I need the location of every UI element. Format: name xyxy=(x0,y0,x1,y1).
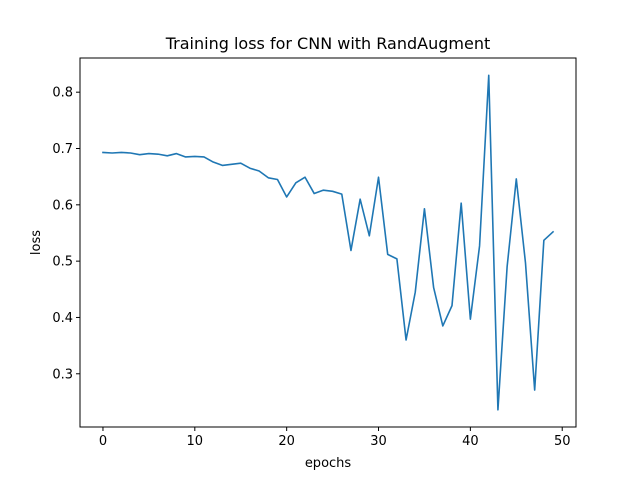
x-tick-label: 0 xyxy=(99,434,107,449)
data-point xyxy=(413,290,418,295)
data-point xyxy=(385,252,390,257)
data-point xyxy=(110,151,115,156)
y-tick-label: 0.4 xyxy=(52,311,73,326)
data-point xyxy=(247,166,252,171)
data-point xyxy=(220,163,225,168)
data-point xyxy=(523,260,528,265)
series-line-loss xyxy=(102,74,555,411)
y-tick-label: 0.5 xyxy=(52,255,73,270)
y-tick-label: 0.3 xyxy=(52,367,73,382)
data-point xyxy=(275,177,280,182)
plot-area-frame xyxy=(79,57,577,428)
data-point xyxy=(551,229,556,234)
data-point xyxy=(486,73,491,78)
x-tick-label: 30 xyxy=(370,434,387,449)
data-point xyxy=(431,285,436,290)
y-axis-label: loss xyxy=(29,230,44,255)
data-point xyxy=(119,150,124,155)
data-point xyxy=(376,175,381,180)
data-point xyxy=(495,407,500,412)
data-point xyxy=(450,303,455,308)
data-point xyxy=(266,175,271,180)
data-point xyxy=(358,197,363,202)
data-point xyxy=(257,169,262,174)
data-point xyxy=(422,206,427,211)
data-point xyxy=(321,188,326,193)
y-tick-label: 0.6 xyxy=(52,198,73,213)
x-tick-label: 40 xyxy=(462,434,479,449)
data-point xyxy=(330,189,335,194)
data-point xyxy=(229,162,234,167)
data-point xyxy=(394,256,399,261)
x-axis-ticks: 0 10 20 30 40 50 xyxy=(99,427,571,449)
y-axis-ticks: 0.3 0.4 0.5 0.6 0.7 0.8 xyxy=(52,86,80,382)
x-tick-label: 50 xyxy=(554,434,571,449)
data-point xyxy=(303,175,308,180)
y-tick-label: 0.7 xyxy=(52,142,73,157)
data-point xyxy=(312,191,317,196)
data-point xyxy=(468,317,473,322)
data-point xyxy=(348,248,353,253)
data-point xyxy=(183,154,188,159)
data-point xyxy=(238,161,243,166)
x-tick-label: 10 xyxy=(187,434,204,449)
data-point xyxy=(100,150,105,155)
data-point xyxy=(514,176,519,181)
data-point xyxy=(532,388,537,393)
data-point xyxy=(404,337,409,342)
data-point xyxy=(192,154,197,159)
chart-title: Training loss for CNN with RandAugment xyxy=(165,34,490,53)
data-point xyxy=(339,192,344,197)
data-point xyxy=(146,151,151,156)
data-point xyxy=(211,160,216,165)
data-point xyxy=(137,152,142,157)
data-point xyxy=(293,180,298,185)
data-point xyxy=(440,323,445,328)
data-point xyxy=(505,264,510,269)
data-point xyxy=(284,194,289,199)
series-layer xyxy=(100,73,556,412)
data-point xyxy=(156,152,161,157)
data-point xyxy=(541,238,546,243)
x-tick-label: 20 xyxy=(278,434,295,449)
data-point xyxy=(459,201,464,206)
y-tick-label: 0.8 xyxy=(52,86,73,101)
data-point xyxy=(174,151,179,156)
data-point xyxy=(477,243,482,248)
data-point xyxy=(367,233,372,238)
data-point xyxy=(128,151,133,156)
x-axis-label: epochs xyxy=(305,456,352,471)
data-point xyxy=(165,153,170,158)
data-point xyxy=(202,154,207,159)
